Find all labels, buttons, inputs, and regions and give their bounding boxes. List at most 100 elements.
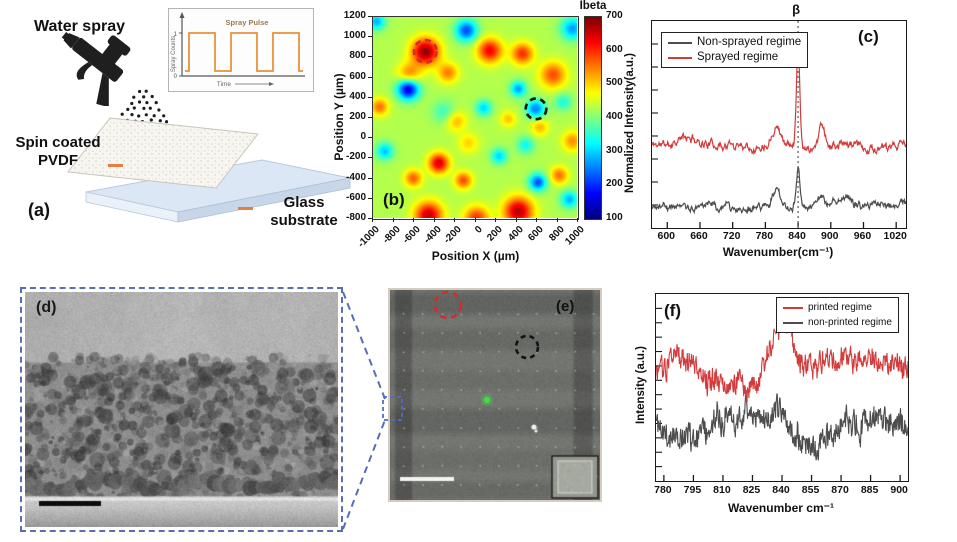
x-tick-mark — [474, 218, 476, 222]
x-tick-label: 825 — [742, 484, 761, 496]
x-tick-mark — [433, 218, 435, 222]
c_spectra-plot — [651, 21, 907, 228]
colorbar-tick-label: 300 — [606, 144, 623, 156]
beta-peak-label: β — [792, 2, 800, 17]
y-tick-label: -800 — [345, 212, 366, 223]
inset-ylabel: Spray Counts — [171, 36, 177, 72]
colorbar-tick-label: 100 — [606, 212, 623, 223]
pvdf-label-line2: PVDF — [37, 152, 78, 169]
y-tick-label: 1200 — [343, 10, 366, 21]
spray-pulse-chart: 1 0 Spray Pulse Spray Counts Time — [171, 12, 305, 88]
x-tick-label: 780 — [755, 230, 774, 242]
pvdf-pointer-dash — [108, 164, 123, 167]
x-tick-label: 900 — [890, 484, 908, 496]
spectra-f-xlabel: Wavenumber cm⁻¹ — [728, 501, 834, 515]
inset-xlabel: Time — [217, 81, 232, 88]
x-tick-label: 840 — [788, 230, 806, 242]
inset-ytick-low: 0 — [174, 74, 178, 80]
water-spray-label: Water spray — [34, 18, 125, 35]
x-tick-label: 810 — [713, 484, 731, 496]
y-tick-mark — [368, 177, 372, 179]
x-tick-label: 660 — [690, 230, 708, 242]
y-tick-mark — [368, 16, 372, 17]
legend-entry: Sprayed regime — [668, 50, 801, 65]
x-tick-mark — [577, 218, 578, 222]
y-tick-label: 600 — [349, 70, 366, 82]
spectra-f-legend: printed regime non-printed regime — [776, 297, 899, 333]
c_spectra-curve — [651, 167, 907, 215]
colorbar — [584, 16, 602, 220]
y-tick-mark — [368, 197, 372, 199]
colorbar-title: Ibeta — [579, 0, 607, 12]
sample-stack-illustration — [67, 117, 351, 223]
legend-label: Sprayed regime — [697, 51, 779, 63]
glass-label: Glass substrate — [256, 194, 352, 230]
panel-e-optical-image: (e) — [388, 288, 602, 502]
x-tick-mark — [556, 218, 558, 222]
x-tick-mark — [372, 218, 373, 222]
legend-entry: non-printed regime — [783, 315, 892, 330]
y-tick-mark — [368, 137, 372, 139]
colorbar-tick-label: 700 — [606, 10, 623, 21]
y-tick-label: 1000 — [343, 30, 366, 42]
x-tick-mark — [392, 218, 394, 222]
y-tick-mark — [368, 96, 372, 98]
y-tick-label: 0 — [360, 131, 366, 143]
panel-f-label: (f) — [664, 301, 681, 320]
x-tick-label: 720 — [722, 230, 741, 242]
spectra-c-xlabel: Wavenumber(cm⁻¹) — [722, 245, 834, 259]
panel-c-label: (c) — [858, 27, 879, 46]
y-tick-label: -600 — [345, 191, 366, 203]
spectra-c-legend: Non-sprayed regime Sprayed regime — [661, 32, 809, 68]
heatmap-frame — [372, 16, 579, 220]
x-tick-mark — [536, 218, 537, 222]
x-tick-label: 795 — [683, 484, 702, 496]
legend-line — [783, 321, 803, 324]
x-tick-label: 960 — [853, 230, 872, 242]
y-tick-label: -200 — [345, 151, 366, 163]
y-tick-mark — [368, 76, 372, 78]
inset-title: Spray Pulse — [226, 18, 269, 27]
optical-micrograph — [390, 290, 600, 500]
y-tick-mark — [368, 36, 372, 38]
panel-a-schematic: Water spray 1 0 Spr — [0, 0, 351, 272]
spectra-c-ylabel: Normalized Intensity(a.u.) — [624, 53, 636, 193]
legend-entry: Non-sprayed regime — [668, 35, 801, 50]
x-tick-mark — [495, 218, 496, 222]
x-tick-mark — [454, 218, 455, 222]
legend-line — [668, 56, 692, 59]
y-tick-label: 400 — [349, 90, 366, 102]
spray-gun-icon — [61, 32, 131, 106]
x-tick-label: 855 — [801, 484, 820, 496]
x-tick-label: 600 — [657, 230, 676, 242]
y-tick-mark — [368, 218, 372, 219]
panel-d-label: (d) — [36, 299, 57, 316]
panel-e-label: (e) — [556, 298, 575, 315]
spray-pulse-inset: 1 0 Spray Pulse Spray Counts Time — [168, 8, 314, 92]
panel-b-label: (b) — [383, 190, 405, 209]
panel-b-heatmap: Position Y (µm) Position X (µm) Ibeta (b… — [330, 0, 642, 272]
spray-pulse-wave — [185, 32, 303, 72]
colorbar-tick-label: 400 — [606, 111, 623, 122]
y-tick-mark — [368, 157, 372, 159]
glass-label-line2: substrate — [270, 212, 338, 229]
colorbar-tick-label: 600 — [606, 43, 623, 55]
glass-label-line1: Glass — [283, 194, 325, 211]
pvdf-label-line1: Spin coated — [15, 134, 101, 151]
legend-entry: printed regime — [783, 300, 892, 315]
panel-d-sem-image: (d) — [20, 287, 343, 532]
panel-c-raman-spectra: Normalized Intensity(a.u.) Wavenumber(cm… — [620, 0, 957, 270]
legend-line — [668, 41, 692, 44]
y-tick-mark — [368, 56, 372, 58]
colorbar-tick-label: 500 — [606, 77, 623, 89]
y-tick-label: 200 — [349, 111, 366, 122]
inset-ytick-high: 1 — [174, 32, 178, 38]
x-tick-label: 900 — [821, 230, 839, 242]
x-tick-label: 1020 — [883, 230, 907, 242]
y-tick-label: 800 — [349, 50, 366, 62]
x-tick-mark — [515, 218, 517, 222]
glass-pointer-dash — [238, 207, 253, 210]
sem-micrograph — [25, 292, 338, 527]
colorbar-tick-label: 200 — [606, 178, 623, 190]
